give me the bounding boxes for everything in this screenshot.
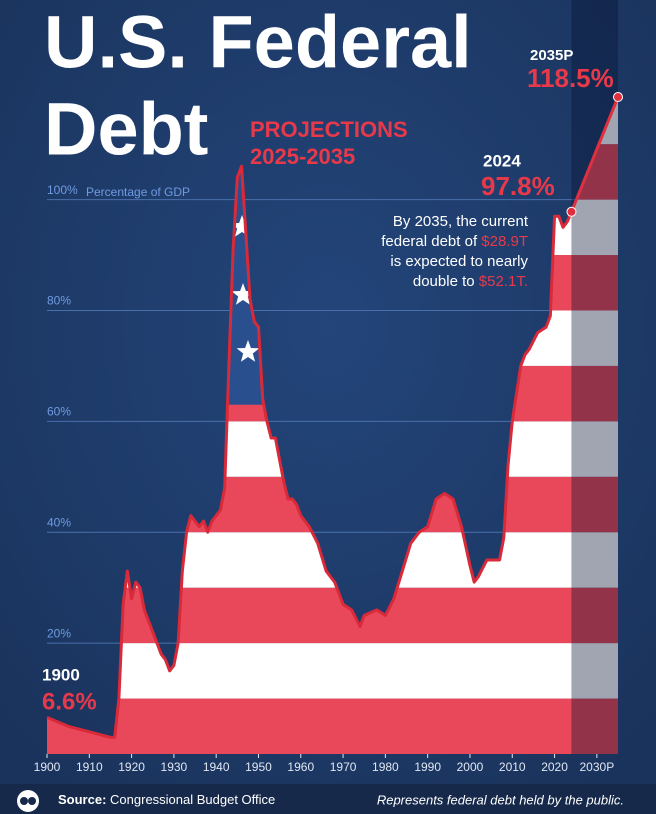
annotation-value: 118.5%	[527, 63, 614, 93]
stripe	[47, 643, 572, 699]
footer-bar	[0, 784, 656, 814]
star	[231, 283, 255, 305]
annotation-year: 1900	[42, 665, 80, 684]
stripe	[571, 587, 618, 644]
stripe	[571, 643, 618, 699]
annotation-year: 2024	[483, 151, 521, 170]
projection-line	[570, 96, 620, 213]
x-tick-label: 1940	[203, 760, 230, 774]
y-tick-label: 100%	[47, 183, 78, 197]
note-highlight: $52.1T.	[479, 273, 528, 290]
x-tick-label: 2020	[541, 760, 568, 774]
end-dot	[613, 92, 623, 103]
stripe	[571, 421, 618, 477]
x-tick-label: 2000	[457, 760, 484, 774]
x-tick-label: 1950	[245, 760, 272, 774]
x-tick-label: 1900	[34, 760, 61, 774]
debt-line	[46, 164, 573, 739]
logo	[28, 797, 36, 805]
x-tick-label: 2030P	[580, 760, 615, 774]
x-tick-label: 1970	[330, 760, 357, 774]
x-tick-label: 1990	[414, 760, 441, 774]
stripe	[571, 310, 618, 366]
stripe	[571, 698, 618, 754]
stripe	[571, 199, 618, 256]
annotation-value: 97.8%	[481, 171, 555, 201]
note-text: double to	[413, 273, 475, 290]
stripe	[47, 587, 572, 644]
x-tick-label: 1980	[372, 760, 399, 774]
logo	[20, 797, 28, 805]
x-tick-label: 1910	[76, 760, 103, 774]
footer-source: Source: Congressional Budget Office	[58, 792, 275, 807]
note-line: federal debt of $28.9T	[381, 233, 528, 250]
note-line: is expected to nearly	[390, 253, 528, 270]
projection-shade	[571, 0, 618, 754]
stripe	[571, 532, 618, 588]
stripe	[47, 698, 572, 754]
stripe	[571, 255, 618, 311]
subtitle-line: PROJECTIONS	[250, 117, 408, 142]
stripe	[571, 476, 618, 533]
title-line: U.S. Federal	[44, 1, 472, 84]
y-tick-label: 60%	[47, 405, 71, 419]
footer-note: Represents federal debt held by the publ…	[377, 792, 624, 807]
annotation-value: 6.6%	[42, 688, 97, 715]
stripe	[571, 365, 618, 422]
star	[236, 340, 260, 362]
end-dot	[566, 206, 577, 217]
source-label: Source:	[58, 792, 106, 807]
note-line: double to $52.1T.	[413, 273, 528, 290]
star	[230, 215, 254, 237]
x-tick-label: 2010	[499, 760, 526, 774]
source: Congressional Budget Office	[110, 792, 275, 807]
note-highlight: $28.9T	[481, 233, 528, 250]
x-tick-label: 1920	[118, 760, 145, 774]
y-tick-label: 40%	[47, 515, 71, 529]
note-text: federal debt of	[381, 233, 478, 250]
y-axis-label: Percentage of GDP	[86, 185, 190, 199]
y-tick-label: 20%	[47, 626, 71, 640]
title-line: Debt	[44, 88, 208, 171]
subtitle-line: 2025-2035	[250, 144, 355, 169]
annotation-year: 2035P	[530, 47, 573, 64]
note-line: By 2035, the current	[393, 213, 529, 230]
x-tick-label: 1930	[161, 760, 188, 774]
x-tick-label: 1960	[287, 760, 314, 774]
y-tick-label: 80%	[47, 294, 71, 308]
